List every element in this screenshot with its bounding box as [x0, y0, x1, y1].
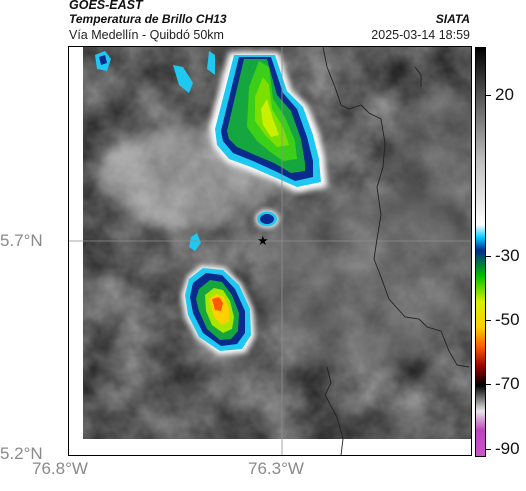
map-svg: ★: [69, 47, 471, 455]
convective-cell-south: [181, 265, 255, 355]
y-tick-label: 5.2°N: [0, 444, 43, 463]
y-tick-label: 5.7°N: [0, 231, 43, 250]
colorbar-tick: [486, 95, 491, 97]
product-title: Temperatura de Brillo CH13: [69, 12, 227, 26]
colorbar-label: -30: [495, 245, 520, 265]
colorbar: [475, 47, 486, 457]
cloud-patches-topleft: [95, 51, 215, 251]
satellite-title: GOES-EAST: [69, 0, 143, 12]
border-line-south: [324, 366, 344, 455]
colorbar-label: 20: [495, 85, 514, 105]
star-icon: ★: [257, 234, 269, 249]
timestamp-label: 2025-03-14 18:59: [371, 28, 470, 42]
agency-label: SIATA: [435, 12, 470, 26]
route-subtitle: Vía Medellín - Quibdó 50km: [69, 28, 224, 42]
colorbar-label: -70: [495, 374, 520, 394]
colorbar-tick: [486, 255, 491, 257]
x-tick-label: 76.8°W: [32, 459, 88, 478]
x-tick-label: 76.3°W: [248, 459, 304, 478]
border-line: [322, 47, 470, 368]
colorbar-tick: [486, 320, 491, 322]
grid-lines: [69, 47, 471, 455]
colorbar-label: -50: [495, 310, 520, 330]
border-stub-ne: [414, 66, 422, 87]
satellite-map[interactable]: ★: [68, 46, 472, 456]
colorbar-label: -90: [495, 438, 520, 458]
colorbar-tick: [486, 384, 491, 386]
colorbar-tick: [486, 448, 491, 450]
convective-cell-small: [255, 210, 279, 228]
convective-cell-north: [209, 52, 327, 193]
